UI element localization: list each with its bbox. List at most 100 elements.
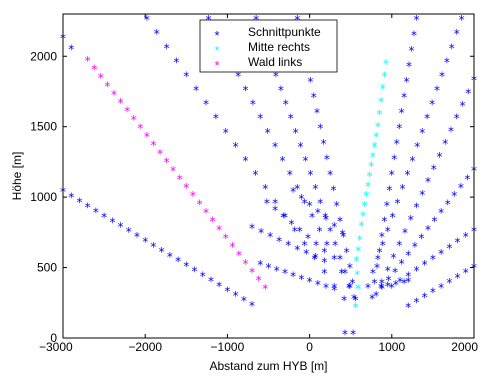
- scatter-point: *: [399, 106, 405, 120]
- scatter-point: *: [203, 206, 209, 220]
- scatter-point: *: [287, 168, 293, 182]
- scatter-point: *: [405, 270, 411, 284]
- scatter-point: *: [233, 289, 239, 303]
- scatter-point: *: [458, 181, 464, 195]
- scatter-point: *: [279, 154, 285, 168]
- x-tick-label: 1000: [378, 340, 405, 354]
- axis-ticks: −3000 −2000 −1000 0 1000 2000 0 500 1000 1500 2000: [30, 14, 478, 354]
- scatter-point: *: [370, 150, 376, 164]
- scatter-point: *: [413, 200, 419, 214]
- scatter-point: *: [282, 267, 288, 281]
- scatter-point: *: [429, 98, 435, 112]
- scatter-point: *: [357, 233, 363, 247]
- scatter-point: *: [414, 140, 420, 154]
- scatter-point: *: [376, 246, 382, 260]
- scatter-point: *: [223, 231, 229, 245]
- scatter-point: *: [442, 137, 448, 151]
- scatter-point: *: [242, 84, 248, 98]
- scatter-point: *: [236, 248, 242, 262]
- scatter-point: *: [321, 267, 327, 281]
- scatter-point: *: [355, 282, 361, 296]
- scatter-point: *: [321, 255, 327, 269]
- scatter-point: *: [252, 168, 258, 182]
- series-1: **********************: [353, 57, 389, 315]
- scatter-point: *: [340, 230, 346, 244]
- scatter-point: *: [294, 182, 300, 196]
- scatter-point: *: [294, 243, 300, 257]
- scatter-point: *: [339, 267, 345, 281]
- scatter-point: *: [395, 196, 401, 210]
- scatter-point: *: [370, 267, 376, 281]
- scatter-point: *: [409, 154, 415, 168]
- legend: * Schnittpunkte * Mitte rechts * Wald li…: [199, 19, 338, 73]
- scatter-point: *: [111, 88, 117, 102]
- scatter-point: *: [401, 91, 407, 105]
- scatter-point: *: [455, 236, 461, 250]
- scatter-point: *: [455, 271, 461, 285]
- scatter-point: *: [85, 200, 91, 214]
- scatter-point: *: [323, 213, 329, 227]
- scatter-point: *: [383, 57, 389, 71]
- scatter-point: *: [280, 210, 286, 224]
- scatter-point: *: [406, 60, 412, 74]
- scatter-point: *: [385, 264, 391, 278]
- scatter-point: *: [342, 327, 348, 341]
- scatter-point: *: [412, 240, 418, 254]
- scatter-point: *: [379, 230, 385, 244]
- legend-label-mitte-rechts: Mitte rechts: [248, 40, 310, 54]
- scatter-point: *: [379, 277, 385, 291]
- scatter-point: *: [257, 258, 263, 272]
- scatter-point: *: [278, 84, 284, 98]
- scatter-point: *: [373, 289, 379, 303]
- scatter-point: *: [449, 41, 455, 55]
- scatter-point: *: [454, 27, 460, 41]
- scatter-point: *: [434, 84, 440, 98]
- scatter-point: *: [131, 113, 137, 127]
- scatter-point: *: [337, 215, 343, 229]
- scatter-point: *: [324, 239, 330, 253]
- scatter-point: *: [249, 222, 255, 236]
- scatter-point: *: [183, 260, 189, 274]
- x-tick-label: 2000: [451, 340, 478, 354]
- scatter-point: *: [124, 105, 130, 119]
- scatter-point: *: [430, 286, 436, 300]
- scatter-point: *: [208, 274, 214, 288]
- scatter-point: *: [331, 253, 337, 267]
- scatter-point: *: [381, 69, 387, 83]
- scatter-point: *: [405, 275, 411, 289]
- scatter-point: *: [331, 281, 337, 295]
- scatter-point: *: [118, 220, 124, 234]
- scatter-point: *: [444, 55, 450, 69]
- scatter-point: *: [404, 168, 410, 182]
- scatter-point: *: [445, 198, 451, 212]
- scatter-point: *: [353, 254, 359, 268]
- scatter-point: *: [459, 99, 465, 113]
- scatter-point: *: [454, 112, 460, 126]
- scatter-point: *: [298, 140, 304, 154]
- scatter-point: *: [193, 84, 199, 98]
- scatter-point: *: [312, 182, 318, 196]
- scatter-point: *: [372, 277, 378, 291]
- scatter-point: *: [290, 185, 296, 199]
- scatter-point: *: [432, 215, 438, 229]
- scatter-point: *: [109, 215, 115, 229]
- scatter-point: *: [422, 258, 428, 272]
- scatter-point: *: [85, 54, 91, 68]
- scatter-point: *: [276, 234, 282, 248]
- x-axis-label: Abstand zum HYB [m]: [209, 359, 327, 373]
- scatter-point: *: [298, 192, 304, 206]
- scatter-point: *: [192, 265, 198, 279]
- scatter-point: *: [302, 154, 308, 168]
- scatter-point: *: [273, 69, 279, 83]
- scatter-point: *: [380, 239, 386, 253]
- scatter-point: *: [76, 196, 82, 210]
- scatter-point: *: [373, 130, 379, 144]
- scatter-point: *: [210, 215, 216, 229]
- scatter-point: *: [379, 282, 385, 296]
- scatter-point: *: [104, 79, 110, 93]
- legend-marker-mitte-rechts: *: [214, 43, 219, 58]
- scatter-point: *: [167, 250, 173, 264]
- y-tick-label: 1000: [30, 190, 57, 204]
- scatter-point: *: [307, 275, 313, 289]
